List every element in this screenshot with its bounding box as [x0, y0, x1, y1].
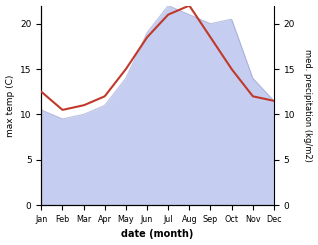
Y-axis label: med. precipitation (kg/m2): med. precipitation (kg/m2): [303, 49, 313, 162]
Y-axis label: max temp (C): max temp (C): [5, 74, 15, 136]
X-axis label: date (month): date (month): [121, 230, 194, 239]
